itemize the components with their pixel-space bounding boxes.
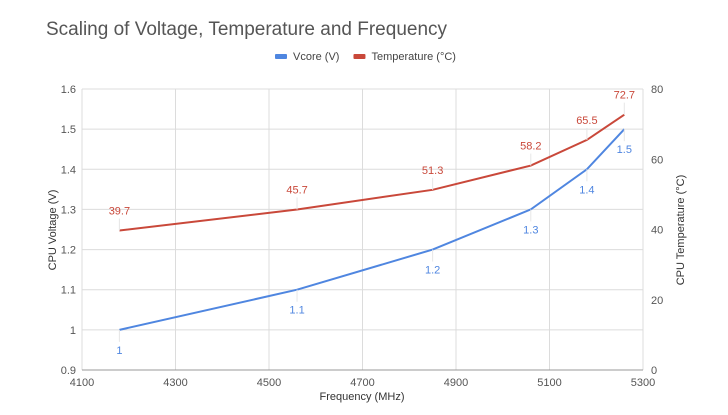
x-tick-label: 5300: [631, 377, 655, 389]
legend: Vcore (V) Temperature (°C): [275, 51, 456, 63]
data-label: 1.2: [425, 265, 440, 277]
legend-label: Vcore (V): [293, 51, 339, 63]
series-line-1: [119, 113, 625, 232]
y-tick-label: 1.6: [61, 84, 76, 96]
data-label: 58.2: [520, 141, 541, 153]
y2-axis-label: CPU Temperature (°C): [675, 175, 687, 286]
axes: 4100 4300 4500 4700 4900 5100 5300 0.9 1 1.1 1.2 1.…: [61, 84, 664, 389]
data-label: 45.7: [286, 184, 307, 196]
x-tick-label: 4100: [70, 377, 94, 389]
y-tick-label: 1.4: [61, 164, 76, 176]
y2-tick-label: 80: [651, 84, 663, 96]
y-tick-label: 1.5: [61, 124, 76, 136]
data-label: 1: [116, 345, 122, 357]
y-tick-label: 1: [70, 325, 76, 337]
y-tick-label: 1.1: [61, 285, 76, 297]
legend-label: Temperature (°C): [371, 51, 455, 63]
y2-tick-label: 40: [651, 225, 663, 237]
y2-tick-label: 0: [651, 365, 657, 377]
legend-swatch: [353, 54, 366, 59]
data-label: 1.1: [289, 305, 304, 317]
series: 1 1.1 1.2 1.3 1.4 1.5 39.7 45.7 51.3 58.2 65.5 72.7: [109, 90, 635, 357]
x-tick-label: 4500: [257, 377, 281, 389]
y-tick-label: 1.3: [61, 204, 76, 216]
y-tick-label: 1.2: [61, 245, 76, 257]
x-tick-label: 4300: [163, 377, 187, 389]
series-line-0: [119, 128, 626, 331]
y-tick-label: 0.9: [61, 365, 76, 377]
x-tick-label: 4900: [444, 377, 468, 389]
data-label: 72.7: [614, 90, 635, 102]
x-tick-label: 4700: [350, 377, 374, 389]
data-label: 65.5: [576, 115, 597, 127]
chart-title: Scaling of Voltage, Temperature and Freq…: [46, 19, 448, 40]
legend-swatch: [275, 54, 287, 59]
y-axis-label: CPU Voltage (V): [47, 190, 59, 271]
x-tick-label: 5100: [537, 377, 561, 389]
data-label: 1.5: [617, 144, 632, 156]
data-label: 51.3: [422, 165, 443, 177]
grid: [81, 88, 644, 371]
y2-tick-label: 20: [651, 295, 663, 307]
y2-tick-label: 60: [651, 154, 663, 166]
data-label: 1.3: [523, 224, 538, 236]
data-label: 39.7: [109, 206, 130, 218]
x-axis-label: Frequency (MHz): [320, 391, 405, 403]
data-label: 1.4: [579, 184, 594, 196]
